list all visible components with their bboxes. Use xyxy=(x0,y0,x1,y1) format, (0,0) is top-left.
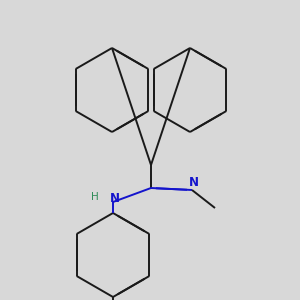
Text: N: N xyxy=(189,176,199,188)
Text: N: N xyxy=(110,191,120,205)
Text: H: H xyxy=(91,192,99,202)
